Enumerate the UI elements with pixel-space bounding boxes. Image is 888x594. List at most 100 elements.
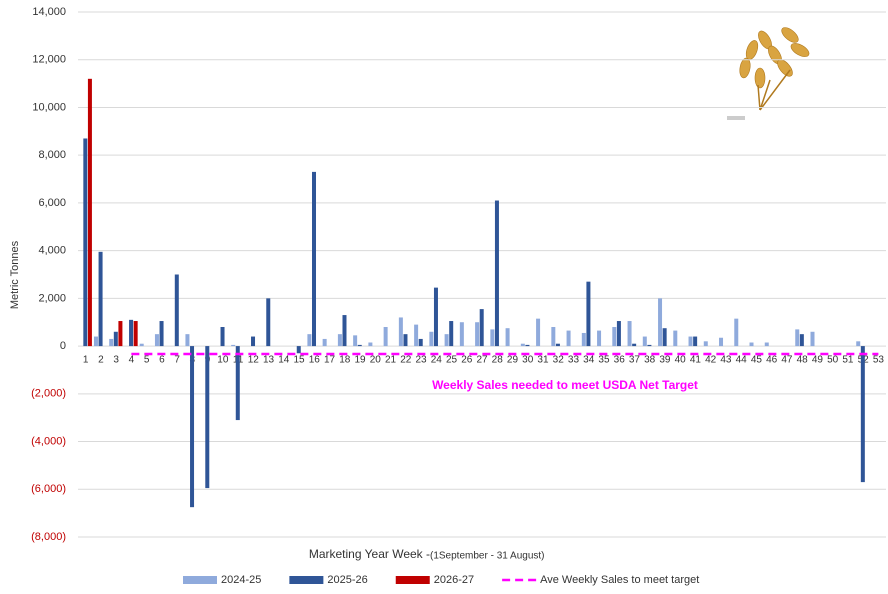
x-tick-label: 28 <box>492 355 504 366</box>
bar <box>673 330 678 347</box>
x-axis-label: Marketing Year Week - <box>309 547 430 561</box>
bar <box>734 318 739 347</box>
bar <box>688 336 693 347</box>
annotation: Weekly Sales needed to meet USDA Net Tar… <box>432 378 698 392</box>
bar <box>490 329 495 347</box>
bar <box>555 343 560 347</box>
legend-swatch <box>183 576 217 584</box>
bar <box>296 346 301 354</box>
bar <box>190 346 195 508</box>
bar <box>764 342 769 347</box>
x-tick-label: 22 <box>400 355 412 366</box>
bar <box>520 343 525 347</box>
legend-label: 2026-27 <box>434 574 474 586</box>
legend-swatch <box>289 576 324 584</box>
x-tick-label: 6 <box>159 355 165 366</box>
bar <box>799 334 804 347</box>
x-tick-label: 46 <box>766 355 778 366</box>
x-tick-label: 5 <box>144 355 150 366</box>
bar <box>337 334 342 347</box>
bar <box>98 251 103 347</box>
x-tick-label: 27 <box>476 355 488 366</box>
y-axis-label: Metric Tonnes <box>9 240 21 309</box>
bar <box>536 318 541 347</box>
bar <box>749 342 754 347</box>
x-tick-label: 31 <box>537 355 549 366</box>
x-tick-label: 53 <box>873 355 885 366</box>
y-tick-label: 8,000 <box>38 149 66 161</box>
x-tick-label: 38 <box>644 355 656 366</box>
bar <box>174 274 179 347</box>
x-tick-label: 43 <box>720 355 732 366</box>
bar <box>83 138 88 347</box>
x-tick-label: 33 <box>568 355 580 366</box>
bar <box>322 338 327 347</box>
bar <box>459 322 464 347</box>
bar <box>220 327 225 347</box>
bar <box>433 287 438 347</box>
y-tick-label: 4,000 <box>38 245 66 257</box>
x-tick-label: 3 <box>113 355 119 366</box>
bar <box>566 330 571 347</box>
x-tick-label: 17 <box>324 355 336 366</box>
x-tick-label: 37 <box>629 355 641 366</box>
x-tick-label: 7 <box>174 355 180 366</box>
bar <box>266 298 271 347</box>
x-tick-label: 1 <box>83 355 89 366</box>
bar <box>795 329 800 347</box>
x-tick-label: 16 <box>309 355 321 366</box>
bar <box>475 322 480 347</box>
x-tick-label: 41 <box>690 355 702 366</box>
x-axis-label-detail: (1September - 31 August) <box>430 551 545 562</box>
legend-label: 2025-26 <box>327 574 367 586</box>
bar <box>856 341 861 347</box>
bar <box>235 346 240 421</box>
bar <box>357 344 362 347</box>
bar <box>383 327 388 347</box>
bar <box>398 317 403 347</box>
bar <box>139 343 144 347</box>
bar <box>251 336 256 347</box>
y-tick-label: 14,000 <box>32 6 66 18</box>
bar <box>109 338 114 347</box>
bar <box>703 341 708 347</box>
bar <box>662 328 667 347</box>
bar <box>307 334 312 347</box>
bar <box>342 315 347 347</box>
x-tick-label: 50 <box>827 355 839 366</box>
x-tick-label: 45 <box>751 355 763 366</box>
x-tick-label: 36 <box>614 355 626 366</box>
bar <box>647 344 652 347</box>
x-tick-label: 20 <box>370 355 382 366</box>
bar <box>616 321 621 347</box>
bar <box>368 342 373 347</box>
x-tick-label: 30 <box>522 355 534 366</box>
bar <box>632 343 637 347</box>
x-tick-label: 35 <box>598 355 610 366</box>
bar <box>159 321 164 347</box>
x-tick-label: 47 <box>781 355 793 366</box>
x-tick-label: 34 <box>583 355 595 366</box>
bar <box>658 298 663 347</box>
bar <box>597 330 602 347</box>
x-tick-label: 4 <box>129 355 135 366</box>
bar <box>353 335 358 347</box>
bar <box>312 171 317 347</box>
x-tick-label: 39 <box>659 355 671 366</box>
bar <box>154 334 159 347</box>
bar <box>418 338 423 347</box>
legend-label: 2024-25 <box>221 574 261 586</box>
bar <box>612 327 617 347</box>
bar <box>810 331 815 347</box>
x-tick-label: 51 <box>842 355 854 366</box>
x-tick-label: 12 <box>248 355 260 366</box>
bar <box>113 331 118 347</box>
bar <box>414 324 419 347</box>
x-tick-label: 26 <box>461 355 473 366</box>
y-tick-label: (8,000) <box>31 531 66 543</box>
x-tick-label: 23 <box>415 355 427 366</box>
x-tick-label: 21 <box>385 355 397 366</box>
bar <box>444 334 449 347</box>
x-tick-label: 40 <box>675 355 687 366</box>
